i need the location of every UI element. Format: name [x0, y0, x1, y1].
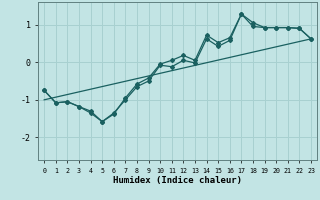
X-axis label: Humidex (Indice chaleur): Humidex (Indice chaleur): [113, 176, 242, 185]
